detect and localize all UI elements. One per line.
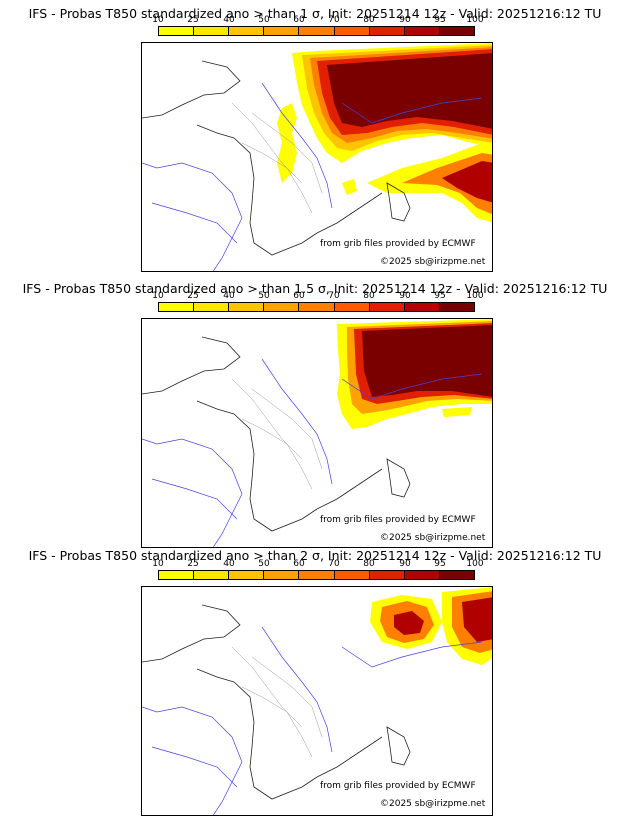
- panel-title: IFS - Probas T850 standardized ano > tha…: [28, 548, 602, 563]
- colorbar-swatch: [194, 571, 230, 579]
- colorbar-tick: 70: [328, 559, 340, 569]
- colorbar-tick: 25: [187, 291, 199, 301]
- colorbar-swatch: [369, 303, 405, 311]
- colorbar-tick: 70: [328, 291, 340, 301]
- credit-copyright: ©2025 sb@irizpme.net: [380, 533, 486, 543]
- colorbar-swatch: [439, 303, 474, 311]
- credit-copyright: ©2025 sb@irizpme.net: [380, 257, 486, 267]
- colorbar-tick: 90: [399, 559, 411, 569]
- probability-map: from grib files provided by ECMWF ©2025 …: [141, 318, 493, 548]
- colorbar-tick: 95: [434, 15, 446, 25]
- colorbar-swatch: [264, 27, 300, 35]
- colorbar-swatch: [299, 27, 335, 35]
- credit-copyright: ©2025 sb@irizpme.net: [380, 799, 486, 809]
- colorbar-swatch: [334, 303, 370, 311]
- colorbar-tick: 50: [258, 291, 270, 301]
- colorbar-swatch: [229, 303, 265, 311]
- colorbar-swatch: [159, 571, 195, 579]
- colorbar-tick: 90: [399, 291, 411, 301]
- colorbar-tick: 60: [293, 15, 305, 25]
- colorbar-tick: 10: [152, 291, 164, 301]
- colorbar-tick: 10: [152, 559, 164, 569]
- colorbar-tick: 100: [466, 559, 484, 569]
- colorbar-tick: 90: [399, 15, 411, 25]
- colorbar-tick: 40: [223, 291, 235, 301]
- colorbar-swatch: [229, 27, 265, 35]
- colorbar-tick: 10: [152, 15, 164, 25]
- map-graphic: [142, 43, 492, 271]
- colorbar-swatch: [404, 303, 440, 311]
- probability-map: from grib files provided by ECMWF ©2025 …: [141, 586, 493, 816]
- map-graphic: [142, 587, 492, 815]
- colorbar: [158, 302, 475, 312]
- colorbar-swatch: [334, 571, 370, 579]
- colorbar-swatch: [439, 27, 474, 35]
- credit-source: from grib files provided by ECMWF: [320, 515, 476, 525]
- colorbar-tick: 50: [258, 15, 270, 25]
- credit-source: from grib files provided by ECMWF: [320, 239, 476, 249]
- colorbar-swatch: [264, 303, 300, 311]
- map-panel-1: IFS - Probas T850 standardized ano > tha…: [0, 0, 630, 276]
- colorbar-swatch: [369, 571, 405, 579]
- colorbar-labels: 10 25 40 50 60 70 80 90 95 100: [152, 559, 483, 569]
- colorbar-swatch: [439, 571, 474, 579]
- colorbar-tick: 95: [434, 559, 446, 569]
- colorbar-swatch: [299, 571, 335, 579]
- colorbar-swatch: [299, 303, 335, 311]
- colorbar: [158, 570, 475, 580]
- colorbar-tick: 95: [434, 291, 446, 301]
- colorbar-tick: 80: [363, 559, 375, 569]
- colorbar-labels: 10 25 40 50 60 70 80 90 95 100: [152, 15, 483, 25]
- colorbar-swatch: [194, 303, 230, 311]
- colorbar-swatch: [404, 27, 440, 35]
- panel-title: IFS - Probas T850 standardized ano > tha…: [22, 281, 608, 296]
- colorbar-tick: 40: [223, 559, 235, 569]
- colorbar-tick: 100: [466, 15, 484, 25]
- map-panel-3: IFS - Probas T850 standardized ano > tha…: [0, 548, 630, 824]
- colorbar-swatch: [159, 27, 195, 35]
- panel-title: IFS - Probas T850 standardized ano > tha…: [28, 6, 602, 21]
- colorbar-tick: 40: [223, 15, 235, 25]
- colorbar-swatch: [264, 571, 300, 579]
- colorbar-tick: 25: [187, 559, 199, 569]
- colorbar-labels: 10 25 40 50 60 70 80 90 95 100: [152, 291, 483, 301]
- colorbar-swatch: [194, 27, 230, 35]
- colorbar-tick: 60: [293, 559, 305, 569]
- colorbar-swatch: [229, 571, 265, 579]
- colorbar-tick: 50: [258, 559, 270, 569]
- map-panel-2: IFS - Probas T850 standardized ano > tha…: [0, 276, 630, 552]
- colorbar-tick: 80: [363, 291, 375, 301]
- colorbar-swatch: [334, 27, 370, 35]
- colorbar-tick: 80: [363, 15, 375, 25]
- colorbar: [158, 26, 475, 36]
- map-graphic: [142, 319, 492, 547]
- colorbar-tick: 25: [187, 15, 199, 25]
- probability-map: from grib files provided by ECMWF ©2025 …: [141, 42, 493, 272]
- colorbar-swatch: [369, 27, 405, 35]
- colorbar-tick: 100: [466, 291, 484, 301]
- colorbar-swatch: [404, 571, 440, 579]
- colorbar-tick: 60: [293, 291, 305, 301]
- colorbar-swatch: [159, 303, 195, 311]
- colorbar-tick: 70: [328, 15, 340, 25]
- credit-source: from grib files provided by ECMWF: [320, 781, 476, 791]
